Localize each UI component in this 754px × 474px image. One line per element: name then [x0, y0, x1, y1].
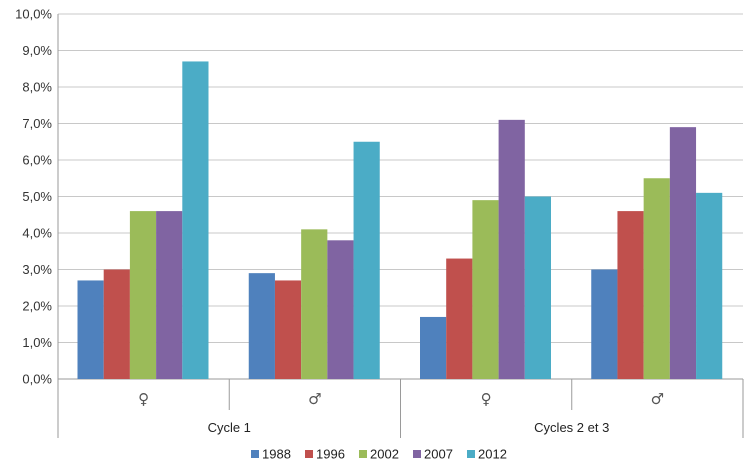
- y-tick-label: 3,0%: [22, 262, 52, 277]
- bar-2012: [696, 192, 723, 379]
- y-tick-label: 2,0%: [22, 299, 52, 314]
- legend-swatch: [467, 450, 475, 458]
- legend-swatch: [251, 450, 259, 458]
- bar-1996: [274, 280, 302, 379]
- group-label: Cycle 1: [208, 420, 251, 435]
- bar-1988: [420, 316, 447, 379]
- bar-2007: [498, 119, 525, 379]
- bar-1988: [77, 280, 104, 379]
- bar-2002: [301, 229, 328, 379]
- group-label: Cycles 2 et 3: [534, 420, 609, 435]
- legend-swatch: [413, 450, 421, 458]
- y-tick-label: 6,0%: [22, 153, 52, 168]
- bar-2002: [129, 211, 157, 379]
- legend-swatch: [305, 450, 313, 458]
- bar-2007: [156, 211, 183, 379]
- y-tick-label: 9,0%: [22, 43, 52, 58]
- bar-2002: [643, 178, 670, 379]
- y-tick-label: 7,0%: [22, 116, 52, 131]
- bar-2007: [669, 127, 697, 380]
- legend-label: 2002: [370, 447, 399, 462]
- y-tick-label: 5,0%: [22, 189, 52, 204]
- bar-1996: [446, 258, 473, 379]
- y-tick-label: 4,0%: [22, 226, 52, 241]
- bar-2007: [327, 240, 354, 379]
- y-tick-label: 8,0%: [22, 80, 52, 95]
- bar-2012: [182, 61, 209, 379]
- bar-2012: [353, 141, 380, 379]
- legend-swatch: [359, 450, 367, 458]
- legend-label: 2007: [424, 447, 453, 462]
- category-label: ♀: [138, 390, 149, 408]
- bar-1988: [248, 273, 275, 379]
- bar-1996: [103, 269, 130, 379]
- category-label: ♂: [651, 390, 664, 408]
- category-label: ♀: [481, 390, 492, 408]
- y-tick-label: 0,0%: [22, 372, 52, 387]
- y-tick-label: 1,0%: [22, 335, 52, 350]
- bar-1988: [591, 269, 618, 379]
- y-tick-label: 10,0%: [15, 7, 52, 22]
- bar-1996: [617, 211, 644, 379]
- category-label: ♂: [308, 390, 321, 408]
- bar-2002: [472, 200, 499, 379]
- legend-label: 2012: [478, 447, 507, 462]
- bar-2012: [524, 196, 551, 379]
- legend-label: 1996: [316, 447, 345, 462]
- legend-label: 1988: [262, 447, 291, 462]
